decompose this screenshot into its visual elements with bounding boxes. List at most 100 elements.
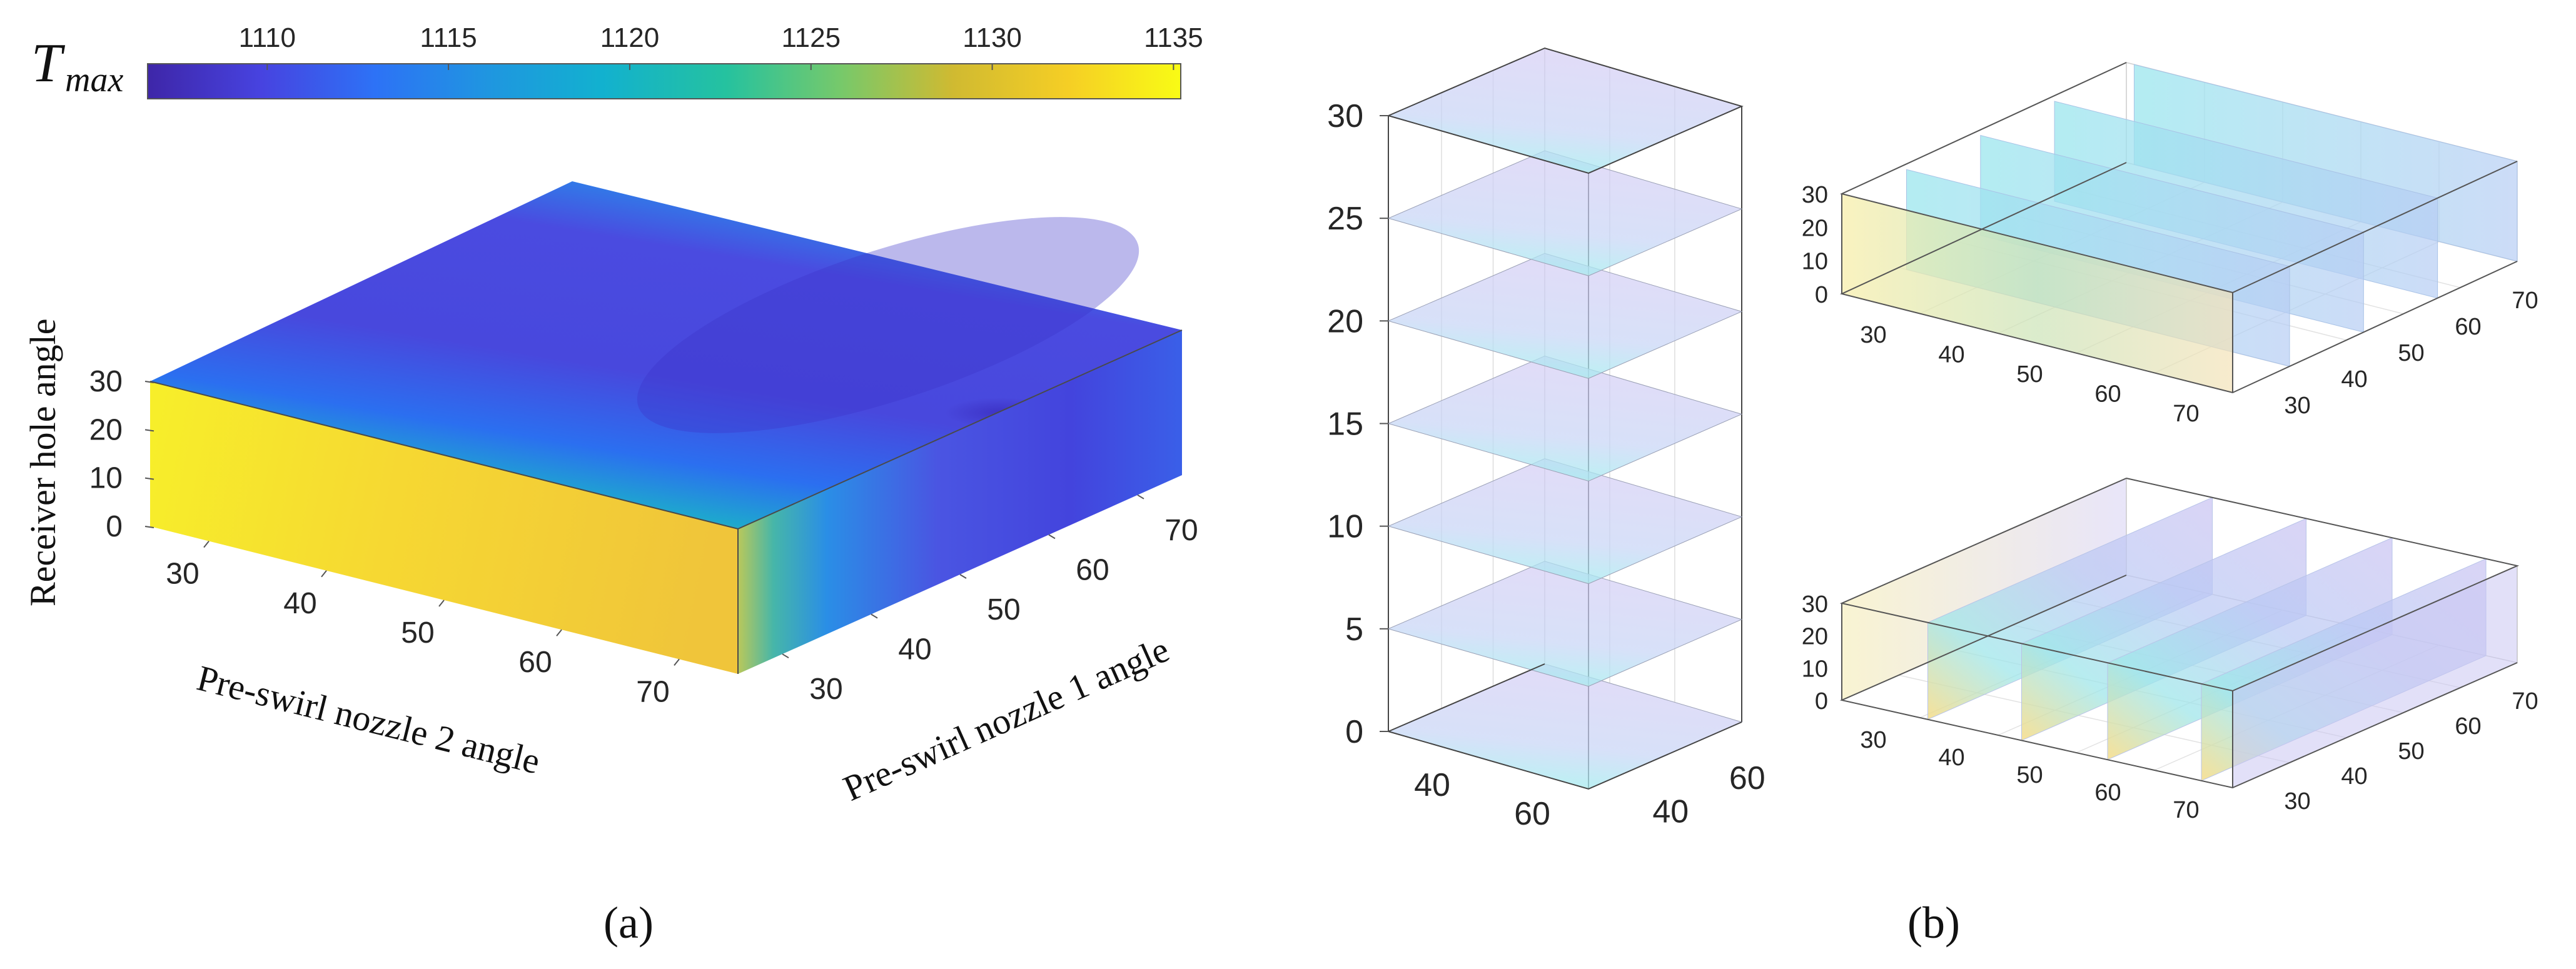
slice-y-z-tick-label: 20: [1802, 215, 1828, 241]
slice-x-y-tick-label: 30: [2284, 788, 2310, 815]
x-tick-label: 60: [518, 646, 552, 679]
tower-z-tick-label: 15: [1327, 406, 1363, 443]
z-tick-label: 10: [89, 462, 123, 495]
volume-top-face: [150, 181, 1182, 529]
tower-z-tick-label: 5: [1345, 611, 1363, 648]
panel-b-letter: (b): [1907, 898, 1960, 948]
slice-x-planes: [1839, 478, 2520, 789]
colorbar-tick-label: 1115: [420, 23, 477, 53]
x-tick-label: 40: [283, 587, 316, 620]
slice-y-z-tick-label: 10: [1802, 249, 1828, 275]
slice-y-z-tick-label: 30: [1802, 182, 1828, 208]
slice-y-y-tick-label: 30: [2284, 393, 2310, 419]
slice-y-y-tick-label: 50: [2398, 340, 2424, 366]
tower-z-tick-label: 20: [1327, 303, 1363, 339]
z-tick-mark: [144, 429, 154, 432]
y-tick-mark: [959, 574, 967, 579]
tower-z-tick-label: 10: [1327, 509, 1363, 545]
tower-x-tick-label: 40: [1414, 767, 1450, 803]
slice-y-box-edge: [1840, 162, 2518, 394]
slice-x-z-tick-label: 30: [1802, 591, 1828, 618]
slice-x-x-tick-label: 50: [2016, 762, 2043, 788]
slice-x-z-tick-label: 10: [1802, 656, 1828, 682]
volume-front-face: [150, 381, 738, 674]
tower-z-tick-label: 0: [1345, 714, 1363, 750]
y-tick-label: 50: [987, 593, 1020, 626]
z-tick-mark: [144, 477, 154, 480]
z-tick-label: 30: [89, 365, 123, 398]
z-slice-plane: [1387, 458, 1743, 585]
z-slice-plane: [1387, 561, 1743, 687]
x-tick-mark: [321, 570, 327, 578]
slice-z-planes: [1386, 47, 1744, 790]
slice-x-y-tick-label: 50: [2398, 738, 2424, 765]
y-tick-mark: [871, 613, 878, 619]
volume-cold-region: [637, 217, 1139, 433]
slice-y-x-tick-label: 30: [1860, 322, 1886, 348]
x-tick-mark: [438, 600, 445, 607]
tower-z-tick-label: 25: [1327, 201, 1363, 237]
colorbar-tick-label: 1110: [239, 23, 296, 53]
panel-a-letter: (a): [604, 898, 654, 948]
y-tick-label: 70: [1164, 514, 1198, 547]
x-tick-label: 70: [636, 675, 669, 708]
slice-x-x-tick-label: 30: [1860, 727, 1886, 753]
y-tick-mark: [1048, 534, 1056, 540]
slice-y-x-tick-label: 40: [1938, 341, 1964, 368]
panel-a-ticks: 0 10 20 30 30 40 50 60 70 30 40 50 60 70: [89, 365, 1198, 708]
colorbar: T max 1110 1115 1120 1125 1130 1135: [31, 23, 1203, 99]
colorbar-tick-label: 1125: [781, 23, 841, 53]
slice-x-box-edge: [1839, 575, 2518, 789]
x-tick-label: 30: [166, 558, 199, 591]
slice-y-x-tick-label: 60: [2094, 381, 2121, 408]
colorbar-subscript: max: [65, 61, 123, 99]
z-slice-plane: [1387, 150, 1743, 276]
slice-y-planes: [1840, 62, 2518, 394]
x-tick-mark: [203, 540, 210, 548]
z-tick-mark: [144, 526, 154, 528]
slice-x-y-tick-label: 70: [2512, 688, 2538, 715]
slice-y-z-tick-label: 0: [1815, 282, 1828, 308]
slice-x-z-tick-label: 20: [1802, 624, 1828, 650]
slice-z-ticks: 0 5 10 15 20 25 30 40 60 40 60: [1327, 98, 1765, 832]
slice-x-x-tick-label: 40: [1938, 745, 1964, 771]
z-tick-label: 0: [106, 510, 123, 543]
panel-a-volume: 0 10 20 30 30 40 50 60 70 30 40 50 60 70 Receiver hol…: [23, 181, 1198, 948]
tower-x-tick-label: 60: [1514, 796, 1550, 832]
slice-y-ticks: 0 10 20 30 30 40 50 60 70 30 40 50 60 70: [1802, 182, 2538, 427]
tower-z-tick-label: 30: [1327, 98, 1363, 134]
y-tick-label: 30: [809, 673, 842, 706]
tower-y-tick-label: 60: [1729, 760, 1765, 796]
y-tick-mark: [782, 653, 789, 659]
slice-y-x-tick-label: 70: [2173, 401, 2199, 427]
slice-x-y-tick-label: 40: [2341, 763, 2367, 790]
z-slice-plane: [1387, 355, 1743, 482]
panel-a-ylabel: Pre-swirl nozzle 1 angle: [837, 629, 1175, 809]
colorbar-gradient: [147, 63, 1181, 99]
colorbar-tick-label: 1135: [1144, 23, 1203, 53]
colorbar-tick-label: 1120: [600, 23, 660, 53]
tower-y-tick-label: 40: [1652, 793, 1689, 830]
tower-top-outline: [1386, 47, 1744, 174]
panel-b: 0 5 10 15 20 25 30 40 60 40 60 0 10 20 30 30 40 50 60 70 30…: [1327, 47, 2538, 948]
z-tick-mark: [144, 381, 154, 383]
y-tick-label: 60: [1076, 553, 1109, 586]
panel-a-xlabel: Pre-swirl nozzle 2 angle: [193, 658, 544, 782]
colorbar-tick-label: 1130: [962, 23, 1022, 53]
slice-x-plot: 0 10 20 30 30 40 50 60 70 30 40 50 60 70: [1802, 477, 2538, 823]
volume-side-face: [738, 330, 1182, 674]
slice-x-x-tick-label: 60: [2094, 780, 2121, 806]
z-slice-plane: [1387, 253, 1743, 379]
slice-x-y-tick-label: 60: [2455, 713, 2481, 740]
panel-a-zlabel: Receiver hole angle: [23, 318, 63, 606]
colorbar-symbol: T: [31, 33, 66, 94]
z-tick-label: 20: [89, 413, 123, 446]
tower-base-outline: [1386, 663, 1742, 790]
x-tick-mark: [674, 658, 680, 666]
slice-x-x-tick-label: 70: [2173, 797, 2199, 823]
slice-z-plot: 0 5 10 15 20 25 30 40 60 40 60: [1327, 47, 1765, 832]
x-tick-label: 50: [401, 616, 434, 650]
x-tick-mark: [556, 629, 562, 636]
colorbar-ticks: 1110 1115 1120 1125 1130 1135: [239, 23, 1203, 70]
